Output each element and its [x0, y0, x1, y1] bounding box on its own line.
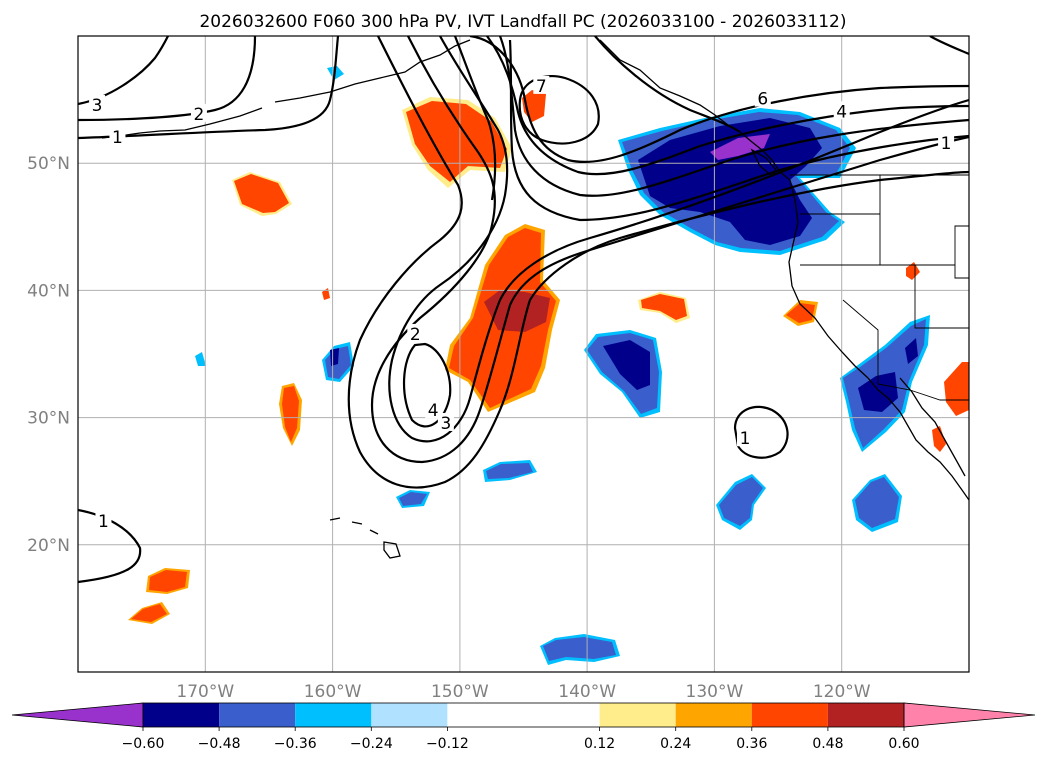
- contour-ridge-3: [498, 36, 969, 197]
- colorbar-tick-label: −0.12: [426, 736, 469, 752]
- contour-label: 3: [440, 414, 451, 434]
- x-axis-ticks: 170°W 160°W 150°W 140°W 130°W 120°W: [176, 682, 870, 702]
- contour-ridge-2: [486, 36, 969, 176]
- shade-positive-gulf-alaska: [402, 97, 512, 188]
- x-tick-label: 160°W: [304, 682, 362, 702]
- colorbar-tick-label: 0.24: [660, 736, 691, 752]
- contour-label: 4: [836, 102, 847, 122]
- colorbar-tick-label: 0.12: [584, 736, 615, 752]
- x-tick-label: 150°W: [431, 682, 489, 702]
- colorbar-extend-low: [11, 702, 144, 728]
- contour-3-trough: [370, 36, 969, 464]
- y-axis-ticks: 20°N 30°N 40°N 50°N: [27, 154, 70, 556]
- coast-southeast-alaska: [599, 39, 741, 133]
- colorbar-tick-label: −0.36: [274, 736, 317, 752]
- colorbar-bin: [371, 703, 448, 727]
- contour-label-halo: [190, 103, 207, 122]
- contour-ridge-4: [508, 39, 969, 222]
- contour-label-halo: [736, 428, 753, 447]
- contour-label-halo: [95, 510, 112, 529]
- colorbar-tick-label: −0.24: [350, 736, 393, 752]
- chart-title: 2026032600 F060 300 hPa PV, IVT Landfall…: [199, 12, 846, 32]
- contour-label-halo: [109, 126, 126, 145]
- contour-7-north: [594, 36, 741, 133]
- contour-label: 1: [112, 128, 123, 148]
- contour-label-halo: [437, 412, 454, 431]
- shading-negative: [195, 66, 930, 665]
- colorbar-bin: [751, 703, 828, 727]
- contour-inner-low: [403, 342, 452, 428]
- colorbar-bin: [827, 703, 904, 727]
- contour-label-halo: [533, 75, 550, 94]
- coast-hawaii: [329, 517, 401, 559]
- shading-positive: [128, 90, 969, 624]
- x-tick-label: 120°W: [813, 682, 871, 702]
- contour-label-halo: [425, 400, 442, 419]
- contour-label: 3: [92, 96, 103, 116]
- colorbar-tick-label: 0.48: [812, 736, 843, 752]
- contour-1-small: [733, 405, 789, 459]
- colorbar-tick-label: 0.60: [888, 736, 919, 752]
- contour-4-trough: [388, 36, 969, 443]
- border-states: [800, 175, 969, 384]
- shade-positive-small-patches: [128, 90, 969, 624]
- contour-label-halo: [89, 94, 106, 113]
- x-tick-label: 140°W: [558, 682, 616, 702]
- colorbar-bin: [295, 703, 372, 727]
- contour-label: 4: [428, 401, 439, 421]
- pv-contours: [78, 36, 969, 584]
- border-us-mexico: [877, 383, 969, 401]
- contour-label: 2: [410, 325, 421, 345]
- coastlines: [101, 39, 969, 559]
- y-tick-label: 20°N: [27, 536, 70, 556]
- coast-british-columbia: [739, 131, 791, 181]
- colorbar-bin: [143, 703, 220, 727]
- contour-label: 7: [536, 77, 547, 97]
- shade-negative-pacific-northwest: [618, 108, 856, 255]
- colorbar-bin: [675, 703, 752, 727]
- contour-1-northwest: [78, 36, 340, 140]
- contour-label-halo: [407, 323, 424, 342]
- shade-positive-central-pacific: [445, 224, 560, 412]
- contour-label: 1: [941, 134, 952, 154]
- shade-negative-small-patches: [195, 66, 902, 665]
- contour-label: 1: [740, 429, 751, 449]
- colorbar-tick-label: −0.48: [198, 736, 241, 752]
- contour-label-halo: [833, 101, 850, 120]
- contour-2-trough: [347, 36, 969, 489]
- colorbar-extend-high: [903, 702, 1036, 728]
- contour-1-north-corner: [929, 36, 969, 56]
- contour-label-halo: [938, 133, 955, 152]
- contour-label: 6: [757, 90, 768, 110]
- coast-baja-east: [899, 377, 966, 477]
- contour-5-trough: [453, 36, 497, 201]
- colorbar-outline: [142, 702, 905, 728]
- map-frame: [77, 35, 970, 673]
- borders: [790, 174, 969, 401]
- shade-negative-central: [584, 330, 662, 418]
- y-tick-label: 50°N: [27, 154, 70, 174]
- colorbar-bin: [599, 703, 676, 727]
- contour-label: 2: [194, 105, 205, 125]
- colorbar-bin: [447, 703, 600, 727]
- contour-2-northwest: [78, 36, 257, 122]
- colorbar-bin: [219, 703, 296, 727]
- x-tick-label: 170°W: [176, 682, 234, 702]
- colorbar-tick-label: −0.60: [122, 736, 165, 752]
- coast-baja: [877, 389, 969, 501]
- contour-label: 1: [98, 512, 109, 532]
- y-tick-label: 30°N: [27, 409, 70, 429]
- x-tick-label: 130°W: [686, 682, 744, 702]
- y-tick-label: 40°N: [27, 281, 70, 301]
- contour-ridge-1: [469, 36, 969, 164]
- coast-us-west: [788, 179, 879, 391]
- colorbar: −0.60 −0.48 −0.36 −0.24 −0.12 0.12 0.24 0.36 0.4…: [11, 702, 1036, 752]
- colorbar-tick-label: 0.36: [736, 736, 767, 752]
- contour-label-halo: [754, 88, 771, 107]
